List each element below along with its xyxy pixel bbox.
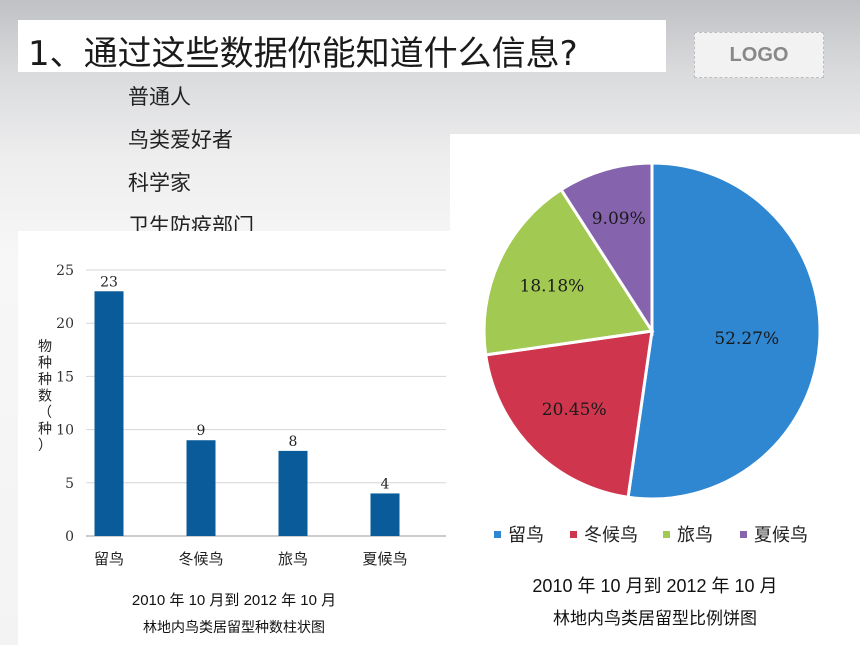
pie-data-label: 20.45% [542,400,607,420]
bar [186,440,216,536]
x-tick-label: 冬候鸟 [178,550,223,568]
pie-data-label: 18.18% [520,276,585,296]
legend-entry: 冬候鸟 [584,525,638,546]
pie-chart-caption-line2: 林地内鸟类居留型比例饼图 [553,609,757,628]
bar [94,291,124,536]
bar-data-label: 23 [100,274,118,290]
logo-placeholder: LOGO [694,32,824,78]
bar-data-label: 9 [197,423,206,439]
legend-swatch [494,531,501,538]
y-tick-label: 20 [56,316,74,332]
bar [278,450,308,536]
pie-chart: 52.27% 20.45% 18.18% 9.09% 留鸟 冬候鸟 旅鸟 夏候鸟 [482,161,822,546]
y-tick-label: 10 [56,423,74,439]
pie-data-label: 9.09% [592,209,646,229]
bar-data-label: 8 [289,434,298,450]
legend-swatch [663,531,670,538]
bar-data-label: 4 [381,476,390,492]
bar-chart-panel: 0 5 10 15 20 25 物种种数（种） 23 留鸟 9 冬候鸟 8 旅鸟 4 夏候鸟 2010 年 … [18,231,450,645]
x-tick-label: 旅鸟 [278,550,308,568]
bar-chart-caption-line2: 林地内鸟类居留型种数柱状图 [143,619,325,635]
slide-title: 1、通过这些数据你能知道什么信息? [28,34,578,74]
audience-item: 鸟类爱好者 [128,128,233,152]
y-tick-label: 25 [56,263,74,279]
pie-chart-panel: 52.27% 20.45% 18.18% 9.09% 留鸟 冬候鸟 旅鸟 夏候鸟 2010 年… [450,134,860,645]
x-tick-label: 夏候鸟 [362,550,407,568]
legend-entry: 旅鸟 [677,525,713,546]
y-tick-label: 15 [56,369,74,385]
legend-entry: 留鸟 [508,525,544,546]
x-tick-label: 留鸟 [94,550,124,568]
legend-swatch [570,531,577,538]
bar-chart: 0 5 10 15 20 25 物种种数（种） 23 留鸟 9 冬候鸟 8 旅鸟 4 夏候鸟 [38,263,446,568]
pie-slice [484,329,654,499]
pie-slice [559,161,654,337]
y-axis-label: 物种种数（种） [38,339,52,454]
pie-slice [626,161,822,501]
y-tick-label: 5 [65,476,74,492]
pie-data-label: 52.27% [714,329,779,349]
pie-slice [482,187,655,357]
audience-item: 普通人 [128,85,191,109]
title-banner [18,20,666,72]
logo-text: LOGO [729,43,789,66]
pie-chart-caption-line1: 2010 年 10 月到 2012 年 10 月 [532,576,778,596]
legend-entry: 夏候鸟 [754,525,808,546]
y-tick-label: 0 [65,529,74,545]
legend-swatch [740,531,747,538]
bar-chart-caption-line1: 2010 年 10 月到 2012 年 10 月 [131,592,337,609]
bar [370,493,400,536]
audience-item: 科学家 [128,171,191,195]
